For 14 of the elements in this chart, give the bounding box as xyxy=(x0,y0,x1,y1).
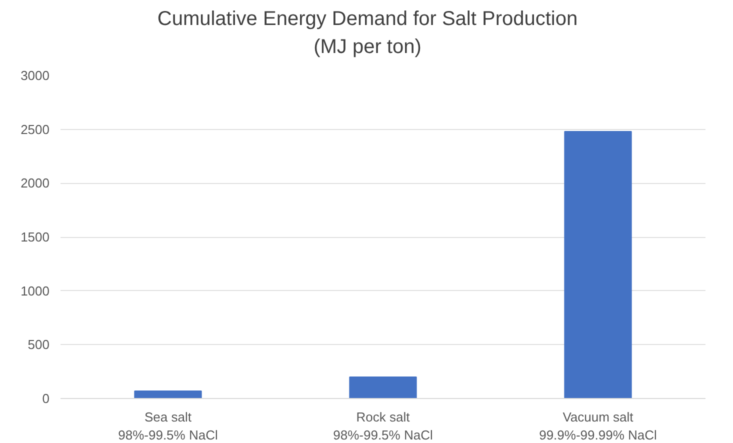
y-tick-label: 2500 xyxy=(20,122,50,137)
y-tick-label: 3000 xyxy=(20,68,50,83)
bar xyxy=(134,390,202,398)
y-tick-label: 2000 xyxy=(20,176,50,191)
chart-title: Cumulative Energy Demand for Salt Production (MJ per ton) xyxy=(157,7,578,60)
bar xyxy=(349,376,417,398)
x-tick-label: Vacuum salt 99.9%-99.99% NaCl xyxy=(539,410,658,442)
y-tick-label: 1500 xyxy=(20,230,50,244)
y-tick-label: 500 xyxy=(28,337,50,352)
y-tick-label: 0 xyxy=(42,391,50,406)
bar xyxy=(564,130,632,398)
x-tick-label: Rock salt 98%-99.5% NaCl xyxy=(333,410,433,442)
y-tick-label: 1000 xyxy=(20,283,50,298)
x-tick-label: Sea salt 98%-99.5% NaCl xyxy=(118,410,218,442)
